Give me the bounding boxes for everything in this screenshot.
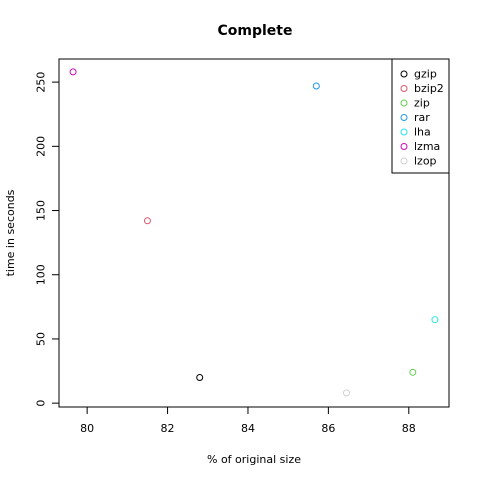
y-tick-label: 250 <box>35 72 48 93</box>
x-axis-label: % of original size <box>207 453 301 466</box>
legend-label-gzip: gzip <box>414 68 437 81</box>
y-tick-label: 200 <box>35 136 48 157</box>
legend-label-bzip2: bzip2 <box>414 82 444 95</box>
point-lzma <box>69 68 77 76</box>
legend-label-lzma: lzma <box>414 140 440 153</box>
x-tick-label: 80 <box>80 422 94 435</box>
point-lzop <box>342 389 350 397</box>
data-points <box>69 68 439 397</box>
legend-marker-lzop <box>400 157 408 165</box>
legend-marker-rar <box>400 114 408 121</box>
x-tick-label: 88 <box>402 422 416 435</box>
legend-marker-lzma <box>400 143 408 150</box>
legend-label-lha: lha <box>414 126 431 139</box>
legend-label-lzop: lzop <box>414 155 437 168</box>
point-bzip2 <box>143 217 151 225</box>
y-tick-label: 150 <box>35 200 48 221</box>
plot-frame <box>58 58 450 408</box>
x-tick-label: 86 <box>321 422 335 435</box>
point-lha <box>431 316 439 324</box>
legend-label-rar: rar <box>414 111 430 124</box>
y-tick-label: 0 <box>35 400 48 407</box>
legend-label-zip: zip <box>414 97 430 110</box>
point-zip <box>409 368 417 376</box>
point-gzip <box>196 373 204 381</box>
chart-title: Complete <box>218 23 293 39</box>
x-tick-label: 84 <box>241 422 255 435</box>
y-tick-label: 100 <box>35 264 48 285</box>
legend-marker-gzip <box>400 70 408 78</box>
x-axis: 80 82 84 86 88 <box>80 406 416 435</box>
point-rar <box>312 82 320 90</box>
legend-marker-zip <box>400 99 408 107</box>
x-tick-label: 82 <box>161 422 175 435</box>
y-axis-label: time in seconds <box>4 189 17 276</box>
legend-marker-bzip2 <box>400 85 408 92</box>
y-tick-label: 50 <box>35 332 48 346</box>
legend-marker-lha <box>400 128 408 136</box>
y-axis: 0 50 100 150 200 250 <box>35 72 60 407</box>
